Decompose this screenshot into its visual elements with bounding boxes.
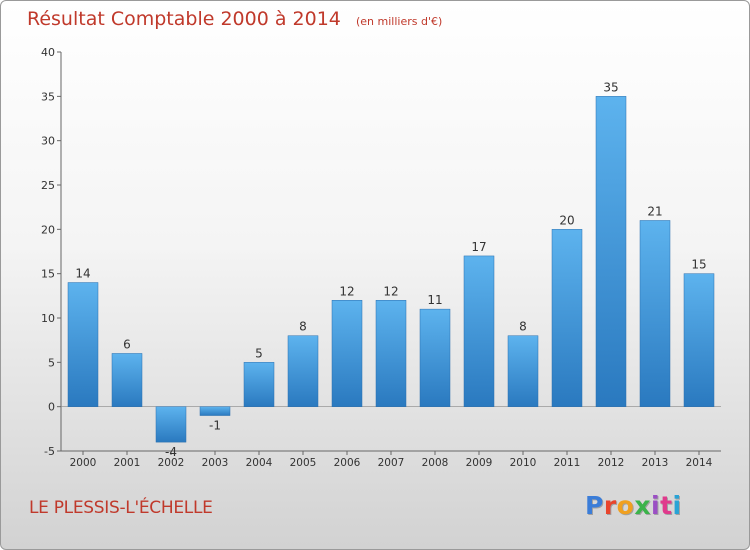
data-label: -4 [165,445,177,459]
y-tick-label: 15 [41,268,55,281]
chart-subtitle: (en milliers d'€) [355,15,443,28]
x-tick-label: 2008 [422,457,449,469]
data-label: 21 [647,204,662,218]
y-tick-label: 20 [41,223,55,236]
brand-letter: P [585,491,604,520]
x-tick-label: 2006 [334,457,361,469]
bar [375,300,407,407]
bar [199,406,231,416]
brand-letter: r [603,491,617,520]
city-name: LE PLESSIS-L'ÉCHELLE [29,498,213,518]
x-tick-label: 2009 [466,457,493,469]
data-label: 11 [427,293,442,307]
x-tick-label: 2011 [554,457,581,469]
data-label: -1 [209,419,221,433]
x-tick-label: 2013 [642,457,669,469]
x-tick-label: 2010 [510,457,537,469]
data-label: 8 [519,320,527,334]
bar [507,335,539,407]
data-label: 20 [559,213,574,227]
data-label: 35 [603,80,618,94]
x-tick-label: 2003 [202,457,229,469]
bar [287,335,319,407]
x-tick-label: 2002 [158,457,185,469]
y-tick-label: -5 [44,445,55,458]
bar [551,229,583,407]
bar [463,255,495,407]
data-label: 12 [339,284,354,298]
data-label: 6 [123,337,131,351]
y-tick-label: 10 [41,312,55,325]
brand-letter: i [651,491,661,520]
y-tick-label: 40 [41,46,55,59]
brand-letter: i [672,491,682,520]
data-label: 12 [383,284,398,298]
y-tick-label: 35 [41,90,55,103]
data-label: 14 [75,267,90,281]
bar [111,353,143,407]
y-tick-label: 25 [41,179,55,192]
bar [419,308,451,407]
bar [155,406,187,443]
data-label: 5 [255,346,263,360]
x-tick-label: 2004 [246,457,273,469]
y-tick-label: 0 [48,401,55,414]
data-label: 17 [471,240,486,254]
bar [331,300,363,407]
chart-title: Résultat Comptable 2000 à 2014 [27,8,341,30]
brand-letter: t [660,491,673,520]
data-label: 8 [299,320,307,334]
bar [243,362,275,407]
brand-letter: o [616,491,635,520]
x-tick-label: 2012 [598,457,625,469]
x-tick-label: 2014 [686,457,713,469]
title-block: Résultat Comptable 2000 à 2014 (en milli… [27,8,442,30]
x-tick-label: 2005 [290,457,317,469]
bar [639,220,671,407]
y-tick-label: 30 [41,135,55,148]
brand-logo: Proxiti [585,491,682,520]
data-label: 15 [691,258,706,272]
bar [595,96,627,407]
bars [67,96,715,443]
x-tick-label: 2000 [70,457,97,469]
brand-letter: x [634,491,651,520]
y-tick-label: 5 [48,356,55,369]
bar [683,273,715,407]
labels: 2000 14 2001 6 2002-4 2003 -1 2004 5 2005 8 2006 12 2… [70,80,713,469]
bar [67,282,99,407]
x-tick-label: 2007 [378,457,405,469]
x-tick-label: 2001 [114,457,141,469]
